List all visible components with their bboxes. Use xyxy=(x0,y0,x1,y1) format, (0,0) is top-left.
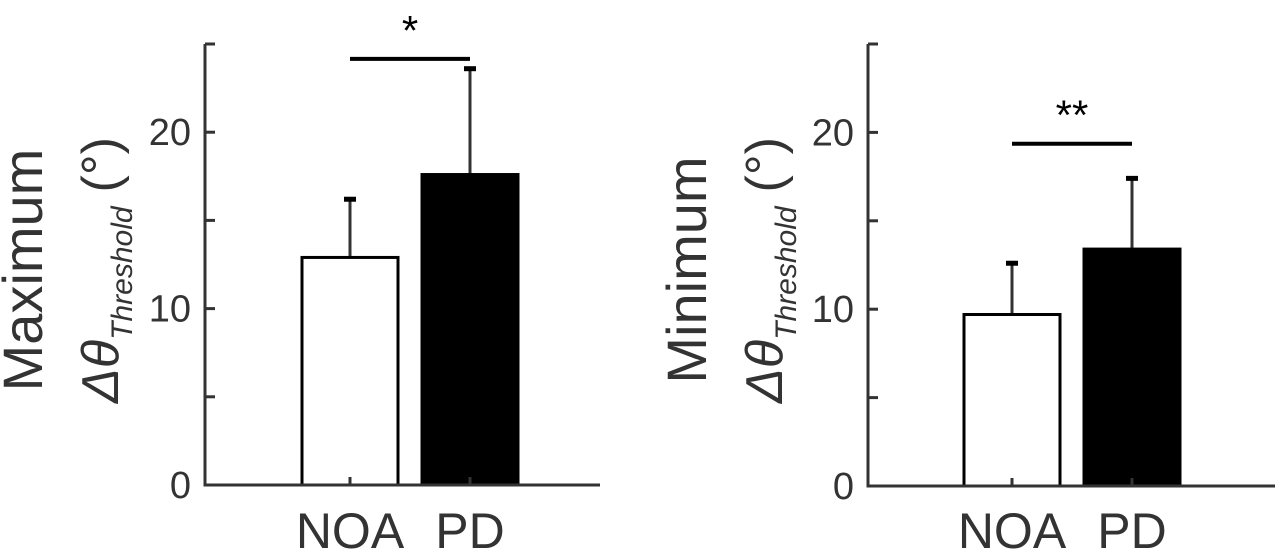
y-tick-label: 10 xyxy=(812,289,854,331)
significance-label: ** xyxy=(1056,92,1089,139)
bar-pd xyxy=(1082,247,1182,488)
y-tick-label: 20 xyxy=(149,112,191,154)
significance-label: * xyxy=(402,7,418,54)
y-axis-label-line2: ΔθThreshold (°) xyxy=(736,137,803,405)
bar-noa xyxy=(300,255,400,487)
y-axis-label-unit: (°) xyxy=(736,137,794,192)
y-axis-label-line1: Minimum xyxy=(655,156,718,383)
y-axis-label-symbol: Δθ xyxy=(72,340,130,405)
y-axis-label-line1: Maximum xyxy=(0,149,54,392)
x-tick-label-noa: NOA xyxy=(958,503,1067,553)
x-tick-label-pd: PD xyxy=(435,503,504,553)
x-tick-label-noa: NOA xyxy=(296,503,405,553)
y-tick-label: 20 xyxy=(812,112,854,154)
y-axis-label-unit: (°) xyxy=(72,137,130,192)
y-axis-label-subscript: Threshold xyxy=(770,205,803,340)
y-tick-label: 0 xyxy=(833,466,854,508)
bar-pd xyxy=(420,173,520,487)
panel-minimum: 0 10 20 NOA PD ** Minimum ΔθThreshold (°) xyxy=(655,42,1275,553)
y-tick-label: 0 xyxy=(170,465,191,507)
x-tick-label-pd: PD xyxy=(1097,503,1166,553)
bar-noa xyxy=(962,313,1062,488)
panel-maximum: 0 10 20 NOA PD * Maximum ΔθThreshold (°) xyxy=(0,7,600,553)
y-axis-label-line2: ΔθThreshold (°) xyxy=(72,137,139,405)
y-axis-label-subscript: Threshold xyxy=(106,205,139,340)
y-axis-label-symbol: Δθ xyxy=(736,340,794,405)
y-tick-label: 10 xyxy=(149,289,191,331)
